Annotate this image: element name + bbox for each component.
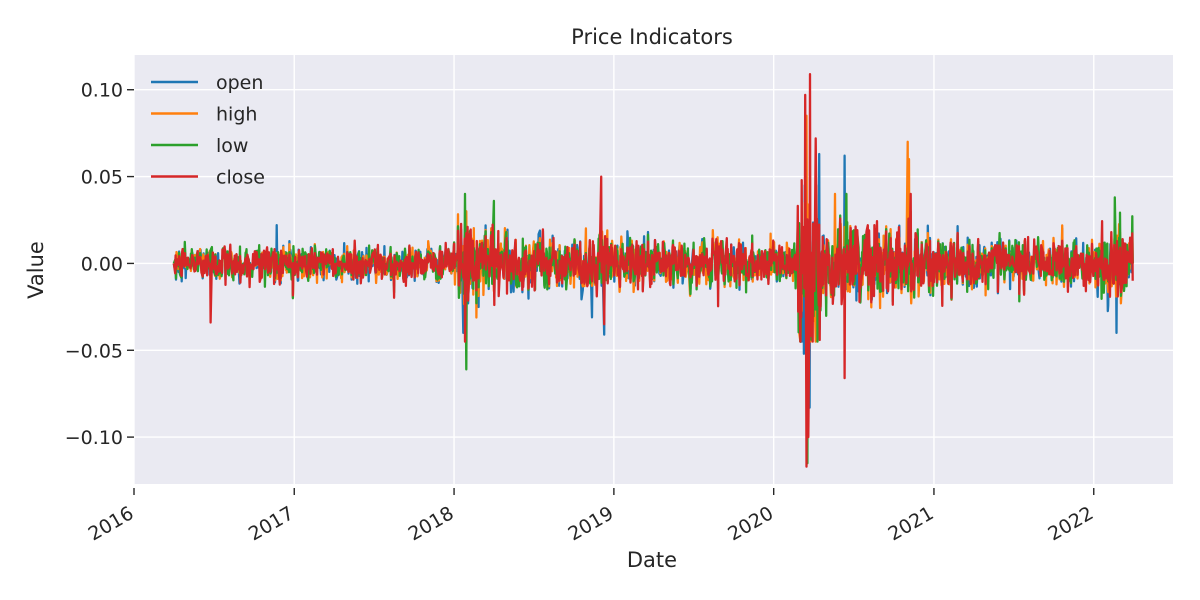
legend: open high low close <box>151 72 265 189</box>
y-tick-label: 0.10 <box>81 80 123 102</box>
y-tick-label: 0.00 <box>81 253 123 275</box>
x-tick-label: 2016 <box>85 502 138 545</box>
y-tick-label: −0.10 <box>65 427 123 449</box>
series-line-close <box>172 72 1134 468</box>
legend-label-open: open <box>216 72 263 94</box>
chart-title: Price Indicators <box>571 25 733 49</box>
legend-label-close: close <box>216 167 265 189</box>
legend-label-high: high <box>216 104 257 126</box>
y-axis-label: Value <box>24 241 48 299</box>
y-tick-label: 0.05 <box>81 167 123 189</box>
legend-label-low: low <box>216 135 248 157</box>
plot-series <box>172 72 1134 468</box>
y-axis-ticks: 0.10 0.05 0.00 −0.05 −0.10 <box>65 80 134 449</box>
x-axis-label: Date <box>627 548 677 572</box>
y-tick-label: −0.05 <box>65 340 123 362</box>
x-tick-label: 2018 <box>405 502 458 545</box>
x-axis-ticks: 2016 2017 2018 2019 2020 2021 2022 <box>85 488 1097 546</box>
x-tick-label: 2022 <box>1044 502 1097 545</box>
x-tick-label: 2017 <box>245 502 298 545</box>
x-tick-label: 2021 <box>885 502 938 545</box>
x-tick-label: 2020 <box>724 502 777 545</box>
x-tick-label: 2019 <box>564 502 617 545</box>
